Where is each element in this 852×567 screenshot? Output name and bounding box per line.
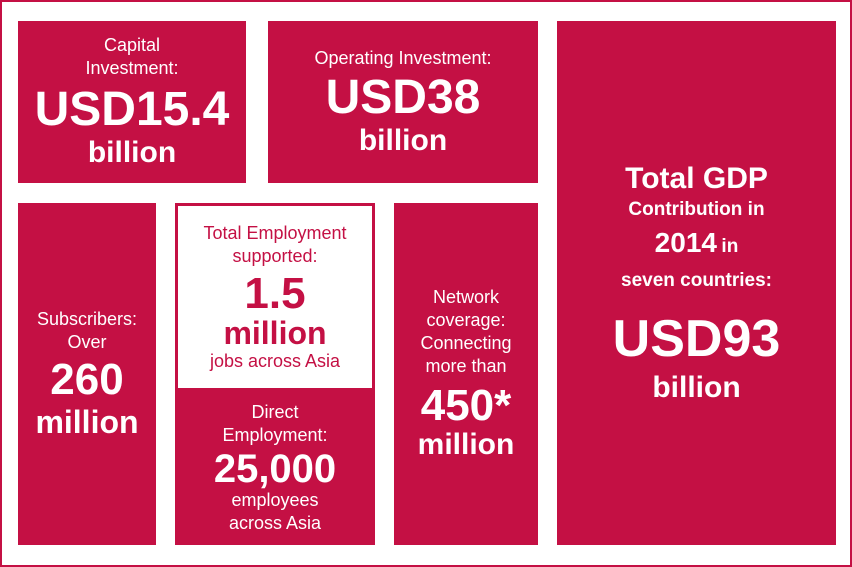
operating-investment-value: USD38 (325, 70, 481, 124)
gdp-label-line1: Total GDP (625, 161, 768, 195)
total-employment-sub: jobs across Asia (209, 350, 341, 371)
gdp-year-line: 2014 in (655, 224, 739, 267)
subscribers-qualifier: Over (67, 331, 107, 352)
network-coverage-unit: million (417, 428, 515, 461)
capital-investment-value: USD15.4 (34, 83, 230, 136)
direct-employment-label: Direct Employment: (222, 402, 328, 445)
capital-investment-unit: billion (87, 136, 177, 169)
total-employment-unit: million (223, 314, 327, 351)
gdp-label-line2: Contribution in (628, 198, 765, 220)
direct-employment-tile: Direct Employment: 25,000 employees acro… (175, 391, 375, 545)
gdp-label-line4: seven countries: (621, 269, 772, 291)
direct-employment-sub1: employees (231, 490, 319, 510)
network-coverage-tile: Network coverage: Connecting more than 4… (394, 203, 538, 545)
total-employment-tile: Total Employment supported: 1.5 million … (175, 203, 375, 391)
capital-investment-label: Capital Investment: (85, 35, 179, 78)
subscribers-value: 260 (50, 354, 124, 404)
total-employment-value: 1.5 (244, 268, 306, 318)
network-coverage-value: 450* (420, 381, 512, 430)
total-employment-label: Total Employment supported: (203, 222, 347, 266)
subscribers-label: Subscribers: (36, 308, 138, 329)
gdp-value: USD93 (612, 309, 781, 368)
operating-investment-label: Operating Investment: (314, 47, 492, 68)
gdp-unit: billion (652, 370, 741, 404)
direct-employment-sub2: across Asia (228, 513, 322, 533)
gdp-year-in: in (721, 235, 739, 257)
subscribers-tile: Subscribers: Over 260 million (18, 203, 156, 545)
operating-investment-unit: billion (358, 123, 448, 157)
direct-employment-value: 25,000 (213, 447, 337, 491)
total-gdp-tile: Total GDP Contribution in 2014 in seven … (557, 21, 836, 545)
gdp-year: 2014 (654, 226, 717, 258)
operating-investment-tile: Operating Investment: USD38 billion (268, 21, 538, 183)
capital-investment-tile: Capital Investment: USD15.4 billion (18, 21, 246, 183)
subscribers-unit: million (35, 403, 139, 440)
network-coverage-label: Network coverage: Connecting more than (420, 287, 512, 376)
